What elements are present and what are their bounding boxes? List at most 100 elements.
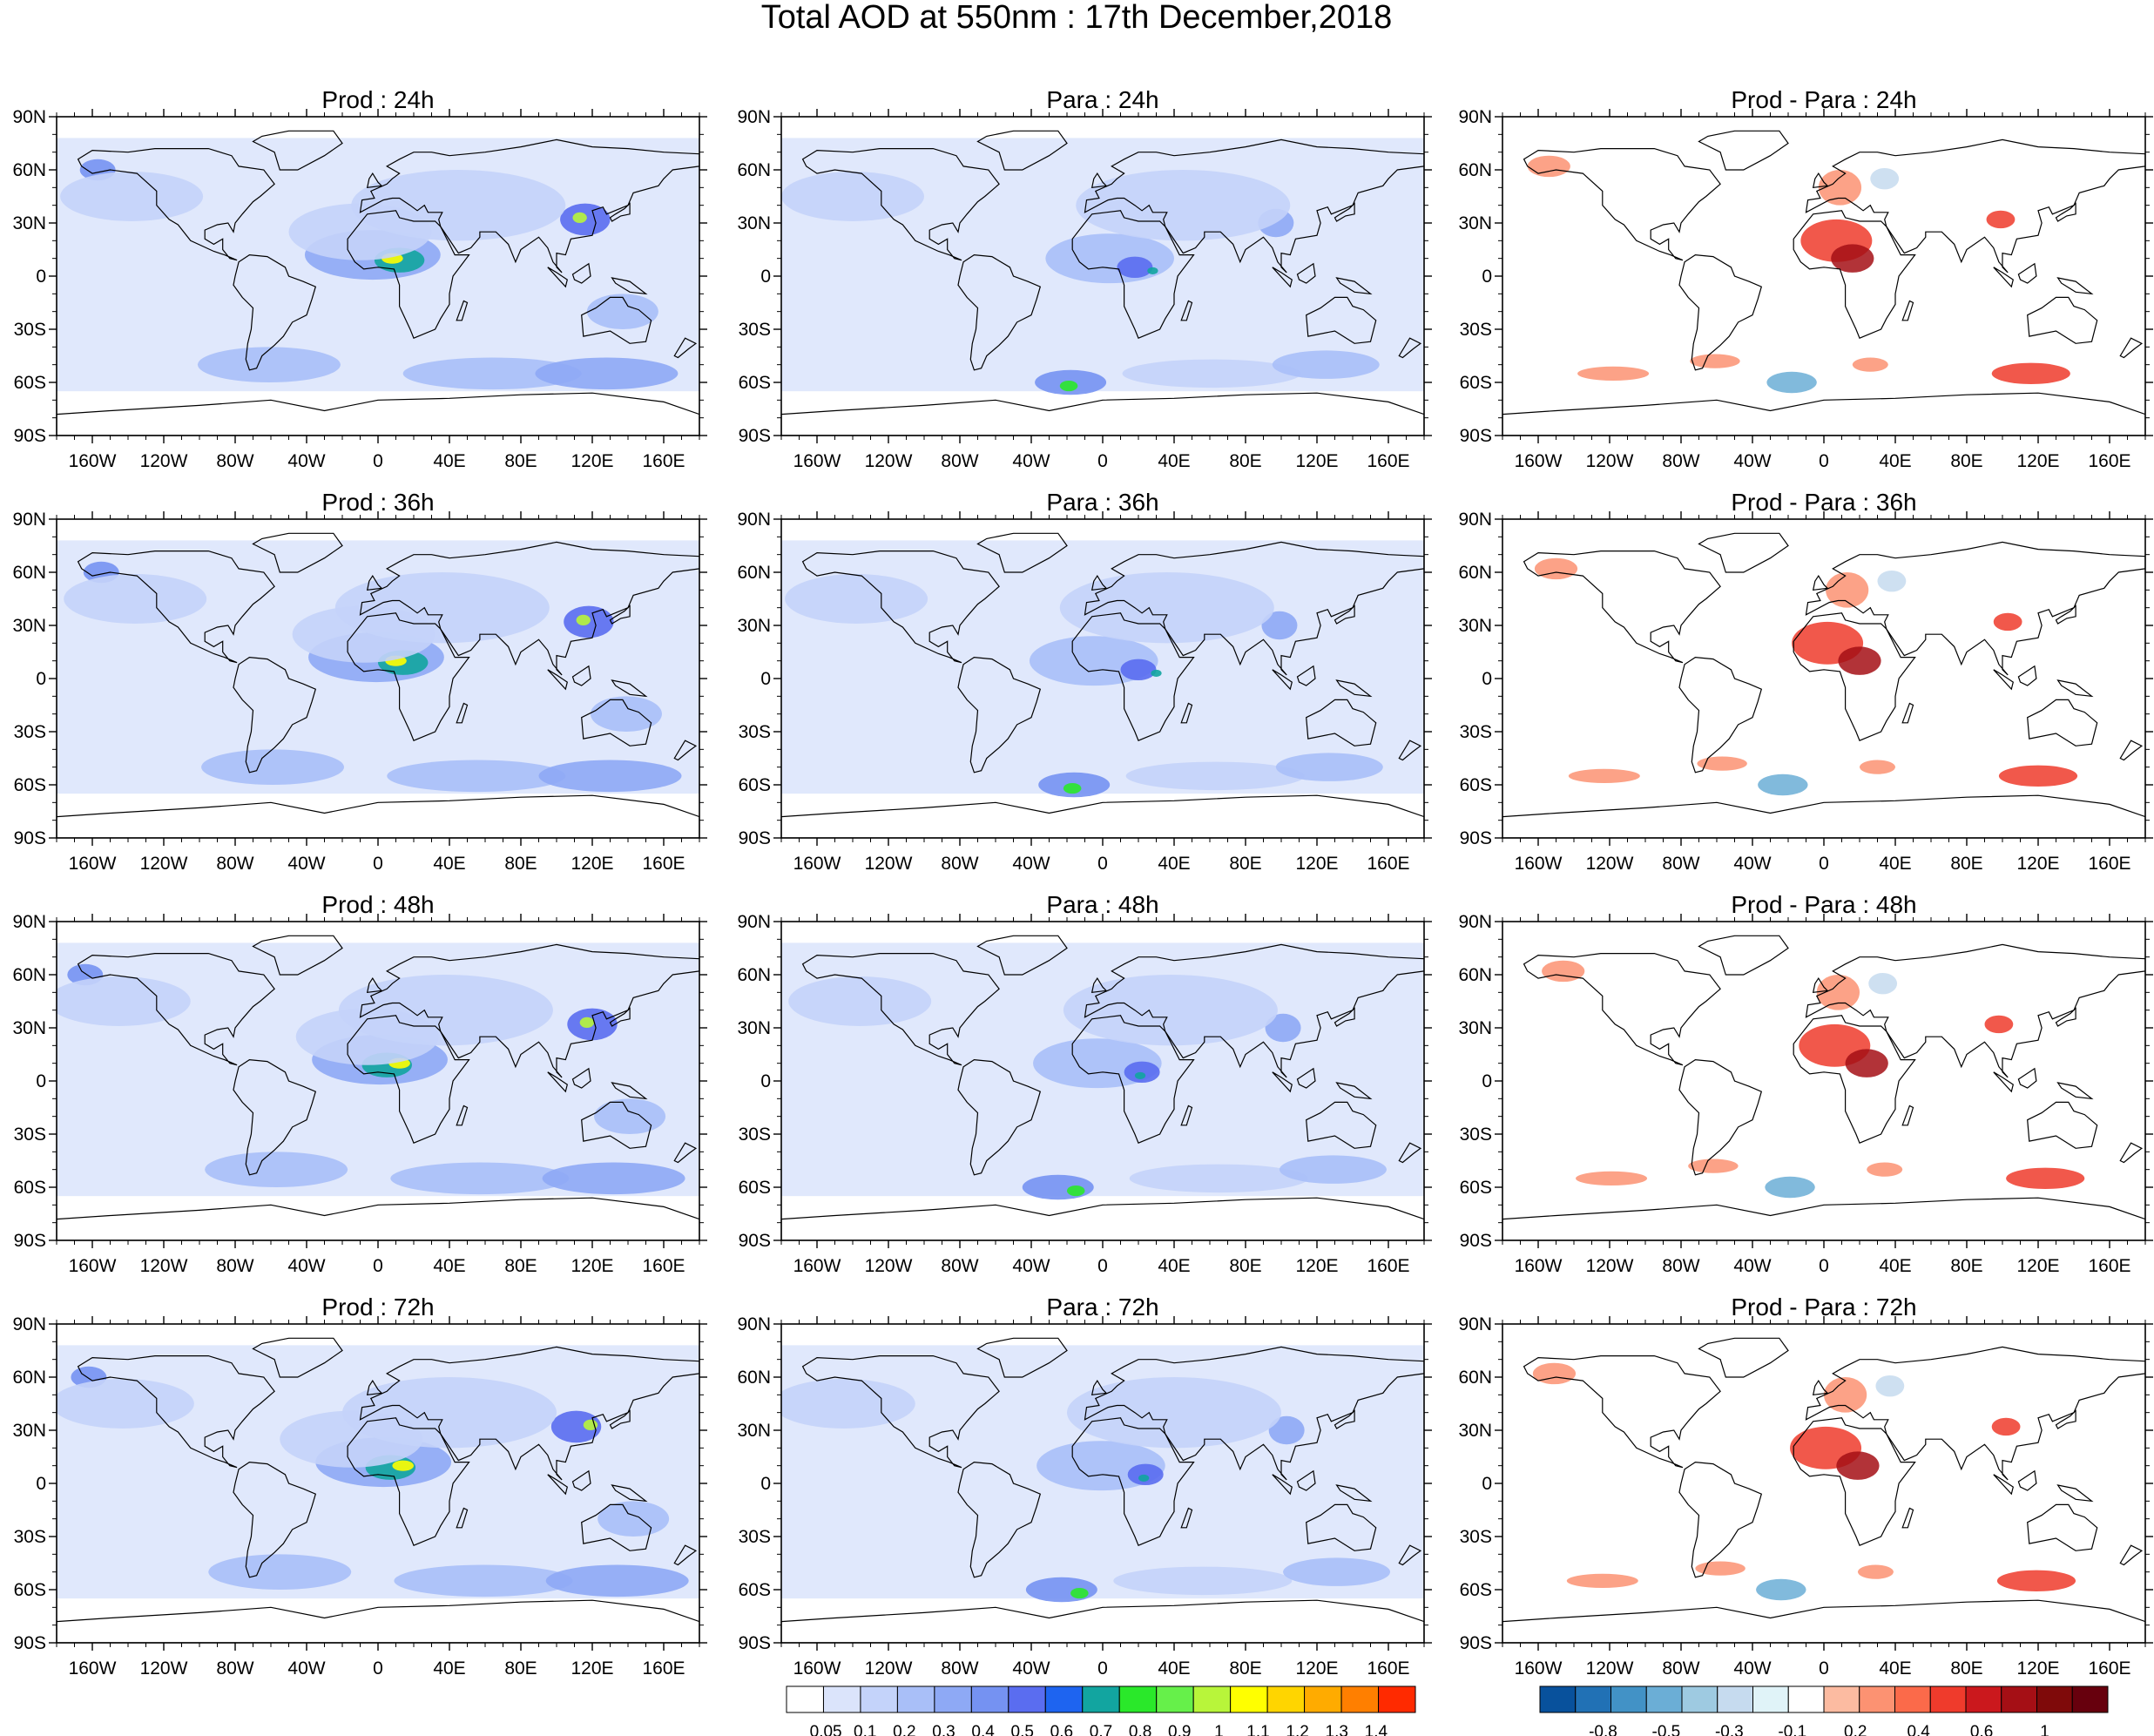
colorbar-box — [860, 1685, 898, 1713]
colorbar-label: -0.3 — [1715, 1723, 1744, 1736]
coastline — [957, 1058, 1042, 1176]
coastline — [1084, 541, 1424, 676]
coastline — [781, 1197, 1424, 1240]
aod-difference-patch — [1998, 765, 2078, 787]
aod-plume — [1147, 267, 1158, 274]
aod-plume — [785, 574, 928, 624]
coastline — [347, 612, 470, 741]
coastline — [1678, 1461, 1763, 1578]
latitude-tick-label: 90S — [739, 828, 771, 848]
coastline — [1993, 1071, 2014, 1093]
longitude-tick-label: 160W — [69, 1256, 117, 1276]
latitude-tick-label: 0 — [36, 669, 46, 689]
coastline — [456, 1507, 469, 1529]
coastline — [1335, 1082, 1373, 1100]
latitude-tick-label: 60N — [737, 965, 771, 985]
coastline — [1805, 1346, 2145, 1481]
longitude-tick-label: 0 — [1097, 1256, 1108, 1276]
longitude-tick-label: 80E — [1229, 1256, 1261, 1276]
aod-plume — [342, 1377, 557, 1449]
coastline — [1993, 267, 2014, 288]
coastline — [252, 935, 343, 976]
latitude-tick-label: 60S — [739, 775, 771, 795]
coastline — [1306, 1503, 1377, 1551]
aod-plume — [334, 572, 550, 644]
coastline — [1306, 1101, 1377, 1149]
coastline — [1335, 277, 1373, 295]
aod-plume — [197, 347, 341, 382]
longitude-tick-label: 80E — [504, 1658, 537, 1679]
longitude-tick-label: 40E — [1158, 854, 1190, 874]
aod-difference-patch — [1695, 1561, 1745, 1576]
coastline — [77, 953, 275, 1066]
colorbar-box — [1082, 1685, 1120, 1713]
colorbar-box — [1192, 1685, 1232, 1713]
longitude-tick-label: 120E — [571, 854, 613, 874]
latitude-tick-label: 60S — [14, 373, 46, 393]
aod-plume — [1124, 1061, 1160, 1084]
coastline — [1698, 532, 1789, 573]
coastline — [801, 953, 1000, 1066]
longitude-tick-label: 160E — [1367, 854, 1409, 874]
coastline — [781, 1599, 1424, 1643]
coastline — [1812, 574, 1829, 591]
longitude-tick-label: 80E — [504, 451, 537, 471]
longitude-tick-label: 40W — [1012, 854, 1050, 874]
latitude-tick-label: 30S — [1460, 320, 1492, 340]
coastline — [581, 1101, 652, 1149]
latitude-tick-label: 0 — [36, 1071, 46, 1091]
coastline — [581, 296, 652, 344]
longitude-tick-label: 80W — [216, 1658, 253, 1679]
longitude-tick-label: 80E — [1950, 1256, 1982, 1276]
coastline — [547, 1474, 568, 1496]
aod-field — [1502, 1337, 2145, 1643]
latitude-tick-label: 60N — [12, 1368, 46, 1388]
longitude-tick-label: 160W — [69, 1658, 117, 1679]
coastline — [976, 130, 1068, 171]
aod-plume — [542, 1162, 685, 1195]
map-panel: Para : 48h 90N 60N 30N 0 30S 60S 90S 160W 120W 80W… — [737, 891, 1432, 1276]
aod-difference-patch — [1860, 760, 1895, 774]
longitude-tick-label: 40W — [1012, 1658, 1050, 1679]
aod-difference-patch — [1818, 170, 1862, 206]
longitude-tick-label: 0 — [1097, 451, 1108, 471]
latitude-tick-label: 90S — [14, 1633, 46, 1653]
coastline — [611, 277, 648, 295]
colorbar-box — [1894, 1685, 1931, 1713]
aod-plume — [1138, 1474, 1150, 1482]
coastline — [1091, 172, 1108, 188]
colorbar-box — [1752, 1685, 1789, 1713]
coastline — [1071, 1417, 1195, 1546]
coastline — [1071, 210, 1195, 339]
colorbar-box — [1787, 1685, 1825, 1713]
longitude-tick-label: 120W — [140, 1256, 188, 1276]
latitude-tick-label: 60S — [1460, 1178, 1492, 1198]
coastline — [1698, 935, 1789, 976]
coastline — [252, 130, 343, 171]
latitude-tick-label: 60S — [14, 775, 46, 795]
latitude-tick-label: 30N — [1458, 213, 1492, 233]
longitude-tick-label: 120E — [2016, 1256, 2059, 1276]
coastline — [77, 1355, 275, 1469]
colorbar-label: 1 — [1214, 1723, 1224, 1736]
panel-title: Prod : 24h — [321, 86, 434, 113]
colorbar-label: 0.4 — [971, 1723, 995, 1736]
latitude-tick-label: 30S — [1460, 1527, 1492, 1547]
longitude-tick-label: 160W — [1515, 854, 1563, 874]
coastline — [1502, 1197, 2145, 1240]
coastline — [2056, 1484, 2094, 1503]
colorbar-box — [1965, 1685, 2002, 1713]
coastline — [1272, 1071, 1293, 1093]
longitude-tick-label: 80E — [504, 1256, 537, 1276]
aod-plume — [781, 1379, 915, 1429]
longitude-tick-label: 0 — [373, 451, 383, 471]
coastline — [57, 1599, 699, 1643]
longitude-tick-label: 160W — [1515, 1658, 1563, 1679]
colorbar-box — [1645, 1685, 1683, 1713]
latitude-tick-label: 60S — [14, 1178, 46, 1198]
colorbar-label: 1.4 — [1365, 1723, 1388, 1736]
coastline — [957, 1461, 1042, 1578]
latitude-tick-label: 90S — [1460, 1633, 1492, 1653]
aod-difference-patch — [1991, 362, 2070, 385]
